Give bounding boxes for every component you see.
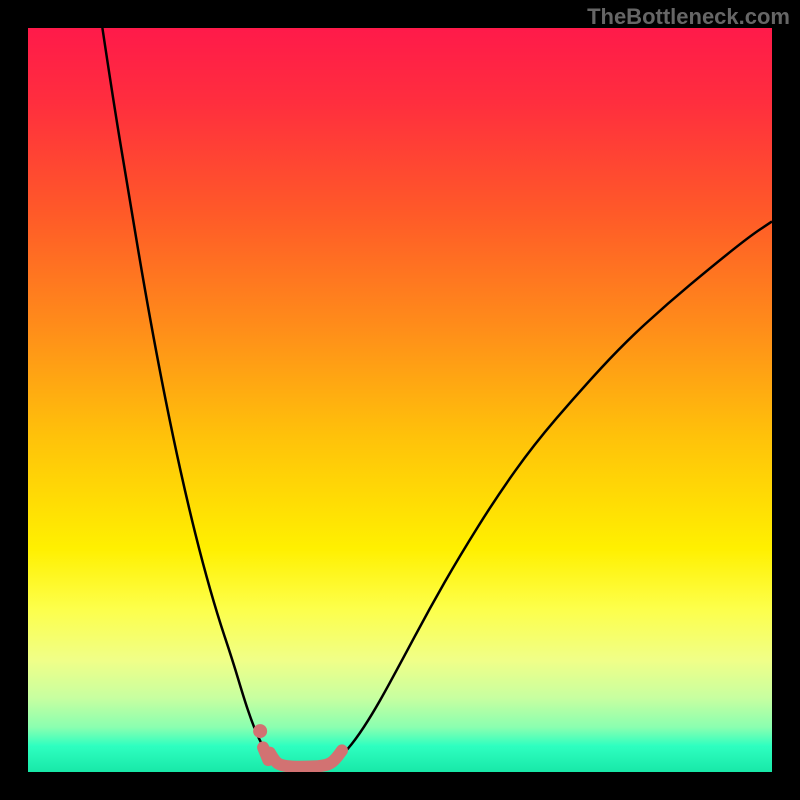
gradient-background (28, 28, 772, 772)
watermark-text: TheBottleneck.com (587, 4, 790, 30)
overlay-dot (253, 724, 267, 738)
overlay-short-segment (263, 747, 268, 760)
chart-container: { "watermark": { "text": "TheBottleneck.… (0, 0, 800, 800)
bottleneck-chart (0, 0, 800, 800)
